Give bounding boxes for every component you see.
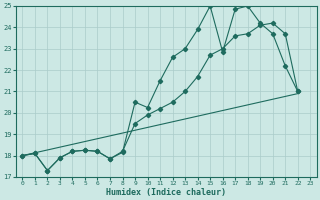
X-axis label: Humidex (Indice chaleur): Humidex (Indice chaleur)	[106, 188, 226, 197]
